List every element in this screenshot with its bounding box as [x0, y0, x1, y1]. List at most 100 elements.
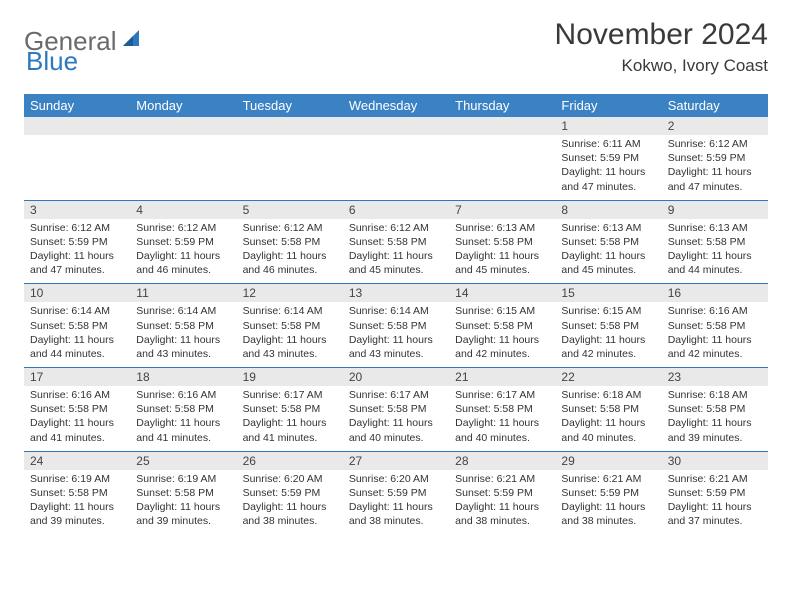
detail-cell: Sunrise: 6:16 AMSunset: 5:58 PMDaylight:…	[130, 386, 236, 451]
date-row: 24252627282930	[24, 451, 768, 470]
daylight-text: Daylight: 11 hours and 45 minutes.	[349, 249, 443, 277]
detail-cell: Sunrise: 6:16 AMSunset: 5:58 PMDaylight:…	[662, 302, 768, 367]
date-cell: 17	[24, 368, 130, 386]
sunset-text: Sunset: 5:58 PM	[668, 319, 762, 333]
detail-cell: Sunrise: 6:21 AMSunset: 5:59 PMDaylight:…	[555, 470, 661, 535]
sunset-text: Sunset: 5:59 PM	[668, 151, 762, 165]
detail-cell: Sunrise: 6:20 AMSunset: 5:59 PMDaylight:…	[237, 470, 343, 535]
day-header-cell: Saturday	[662, 94, 768, 117]
calendar-page: General November 2024 Kokwo, Ivory Coast…	[0, 0, 792, 612]
daylight-text: Daylight: 11 hours and 47 minutes.	[561, 165, 655, 193]
date-cell: 12	[237, 284, 343, 302]
sunset-text: Sunset: 5:58 PM	[349, 235, 443, 249]
detail-row: Sunrise: 6:16 AMSunset: 5:58 PMDaylight:…	[24, 386, 768, 451]
sunset-text: Sunset: 5:58 PM	[30, 402, 124, 416]
sunrise-text: Sunrise: 6:12 AM	[30, 221, 124, 235]
sunset-text: Sunset: 5:59 PM	[561, 151, 655, 165]
sunset-text: Sunset: 5:58 PM	[349, 319, 443, 333]
sunrise-text: Sunrise: 6:15 AM	[455, 304, 549, 318]
sunset-text: Sunset: 5:58 PM	[243, 319, 337, 333]
date-cell: 7	[449, 201, 555, 219]
detail-row: Sunrise: 6:19 AMSunset: 5:58 PMDaylight:…	[24, 470, 768, 535]
detail-cell: Sunrise: 6:17 AMSunset: 5:58 PMDaylight:…	[449, 386, 555, 451]
sunset-text: Sunset: 5:59 PM	[349, 486, 443, 500]
sunrise-text: Sunrise: 6:13 AM	[668, 221, 762, 235]
date-cell: 3	[24, 201, 130, 219]
date-row: 17181920212223	[24, 367, 768, 386]
date-cell: 29	[555, 452, 661, 470]
detail-cell: Sunrise: 6:13 AMSunset: 5:58 PMDaylight:…	[555, 219, 661, 284]
daylight-text: Daylight: 11 hours and 40 minutes.	[349, 416, 443, 444]
detail-cell: Sunrise: 6:11 AMSunset: 5:59 PMDaylight:…	[555, 135, 661, 200]
sunset-text: Sunset: 5:59 PM	[668, 486, 762, 500]
date-cell: 16	[662, 284, 768, 302]
day-header-cell: Thursday	[449, 94, 555, 117]
date-cell: 8	[555, 201, 661, 219]
sunrise-text: Sunrise: 6:21 AM	[668, 472, 762, 486]
detail-cell	[130, 135, 236, 200]
sunset-text: Sunset: 5:58 PM	[455, 402, 549, 416]
date-cell: 18	[130, 368, 236, 386]
day-header-cell: Tuesday	[237, 94, 343, 117]
location: Kokwo, Ivory Coast	[555, 56, 768, 76]
sunset-text: Sunset: 5:58 PM	[668, 402, 762, 416]
sunrise-text: Sunrise: 6:17 AM	[243, 388, 337, 402]
date-cell	[449, 117, 555, 135]
detail-cell: Sunrise: 6:17 AMSunset: 5:58 PMDaylight:…	[343, 386, 449, 451]
date-cell: 14	[449, 284, 555, 302]
date-cell	[24, 117, 130, 135]
detail-cell	[237, 135, 343, 200]
date-cell: 20	[343, 368, 449, 386]
daylight-text: Daylight: 11 hours and 37 minutes.	[668, 500, 762, 528]
month-title: November 2024	[555, 18, 768, 52]
date-cell	[343, 117, 449, 135]
detail-cell: Sunrise: 6:16 AMSunset: 5:58 PMDaylight:…	[24, 386, 130, 451]
sunset-text: Sunset: 5:59 PM	[243, 486, 337, 500]
daylight-text: Daylight: 11 hours and 44 minutes.	[30, 333, 124, 361]
daylight-text: Daylight: 11 hours and 45 minutes.	[455, 249, 549, 277]
sunset-text: Sunset: 5:58 PM	[561, 319, 655, 333]
detail-cell: Sunrise: 6:12 AMSunset: 5:59 PMDaylight:…	[24, 219, 130, 284]
sunset-text: Sunset: 5:59 PM	[561, 486, 655, 500]
date-cell	[237, 117, 343, 135]
logo-text-blue-wrap: Blue	[26, 46, 78, 77]
sunrise-text: Sunrise: 6:16 AM	[136, 388, 230, 402]
sunset-text: Sunset: 5:58 PM	[561, 402, 655, 416]
logo-sail-icon	[121, 28, 143, 55]
daylight-text: Daylight: 11 hours and 42 minutes.	[561, 333, 655, 361]
day-header-cell: Wednesday	[343, 94, 449, 117]
detail-cell: Sunrise: 6:12 AMSunset: 5:59 PMDaylight:…	[662, 135, 768, 200]
date-cell: 23	[662, 368, 768, 386]
detail-cell: Sunrise: 6:15 AMSunset: 5:58 PMDaylight:…	[449, 302, 555, 367]
daylight-text: Daylight: 11 hours and 44 minutes.	[668, 249, 762, 277]
daylight-text: Daylight: 11 hours and 46 minutes.	[136, 249, 230, 277]
sunrise-text: Sunrise: 6:11 AM	[561, 137, 655, 151]
sunset-text: Sunset: 5:58 PM	[136, 319, 230, 333]
daylight-text: Daylight: 11 hours and 42 minutes.	[668, 333, 762, 361]
date-cell: 11	[130, 284, 236, 302]
detail-cell	[24, 135, 130, 200]
weeks-container: 12Sunrise: 6:11 AMSunset: 5:59 PMDayligh…	[24, 117, 768, 534]
sunrise-text: Sunrise: 6:21 AM	[455, 472, 549, 486]
detail-cell: Sunrise: 6:15 AMSunset: 5:58 PMDaylight:…	[555, 302, 661, 367]
detail-cell: Sunrise: 6:21 AMSunset: 5:59 PMDaylight:…	[662, 470, 768, 535]
date-cell: 26	[237, 452, 343, 470]
date-cell: 2	[662, 117, 768, 135]
date-cell: 27	[343, 452, 449, 470]
sunset-text: Sunset: 5:58 PM	[243, 235, 337, 249]
sunrise-text: Sunrise: 6:13 AM	[455, 221, 549, 235]
detail-cell: Sunrise: 6:20 AMSunset: 5:59 PMDaylight:…	[343, 470, 449, 535]
sunrise-text: Sunrise: 6:17 AM	[349, 388, 443, 402]
daylight-text: Daylight: 11 hours and 38 minutes.	[455, 500, 549, 528]
sunrise-text: Sunrise: 6:12 AM	[349, 221, 443, 235]
date-cell: 28	[449, 452, 555, 470]
sunrise-text: Sunrise: 6:12 AM	[243, 221, 337, 235]
sunset-text: Sunset: 5:58 PM	[561, 235, 655, 249]
detail-cell: Sunrise: 6:13 AMSunset: 5:58 PMDaylight:…	[449, 219, 555, 284]
detail-cell: Sunrise: 6:18 AMSunset: 5:58 PMDaylight:…	[555, 386, 661, 451]
detail-row: Sunrise: 6:14 AMSunset: 5:58 PMDaylight:…	[24, 302, 768, 367]
daylight-text: Daylight: 11 hours and 39 minutes.	[30, 500, 124, 528]
sunset-text: Sunset: 5:59 PM	[30, 235, 124, 249]
daylight-text: Daylight: 11 hours and 45 minutes.	[561, 249, 655, 277]
daylight-text: Daylight: 11 hours and 41 minutes.	[30, 416, 124, 444]
